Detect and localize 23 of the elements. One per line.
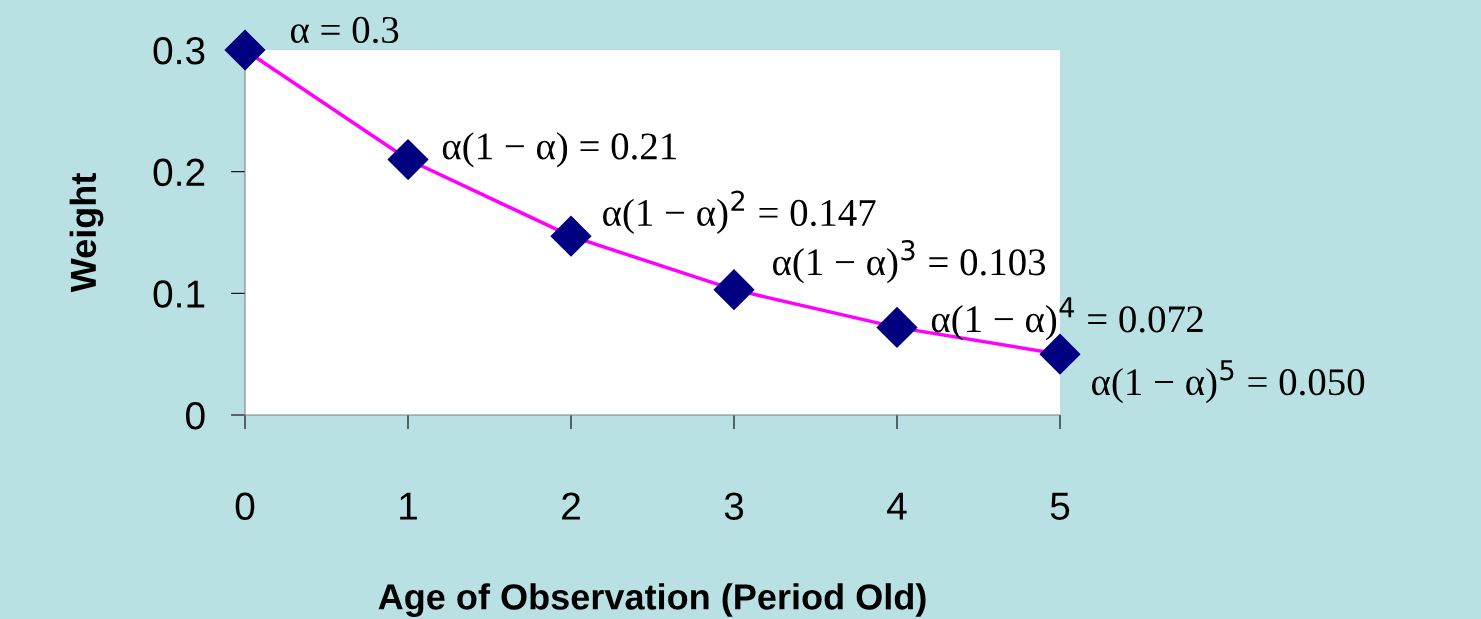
y-tick-label: 0.2 — [153, 158, 205, 187]
annotation: α = 0.3 — [290, 16, 399, 44]
annotation: α(1 − α)$^{5}$ = 0.050 — [1092, 360, 1365, 404]
point — [387, 139, 429, 180]
point — [876, 307, 918, 348]
y-axis-title: Weight — [69, 173, 104, 293]
x-tick-label: 1 — [400, 492, 417, 520]
annotation: α(1 − α)$^{3}$ = 0.103 — [772, 239, 1046, 284]
x-tick-label: 0 — [235, 492, 255, 520]
y-tick-label: 0 — [186, 401, 205, 430]
x-tick-label: 2 — [562, 492, 580, 520]
annotation: α(1 − α) = 0.21 — [442, 132, 676, 168]
x-tick-label: 3 — [724, 492, 744, 520]
y-tick-label: 0.1 — [153, 280, 205, 308]
point — [550, 215, 592, 257]
x-tick-label: 5 — [1050, 492, 1070, 520]
x-axis-title: Age of Observation (Period Old) — [378, 583, 926, 618]
x-tick-label: 4 — [887, 492, 907, 520]
y-tick-label: 0.3 — [153, 36, 205, 65]
annotation: α(1 − α)$^{2}$ = 0.147 — [603, 190, 876, 234]
point — [224, 29, 266, 71]
point — [713, 269, 755, 311]
annotation: α(1 − α)$^{4}$ = 0.072 — [931, 297, 1203, 341]
